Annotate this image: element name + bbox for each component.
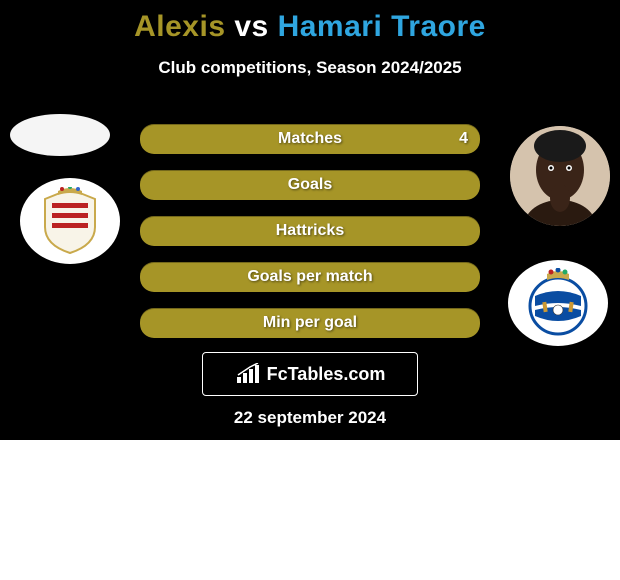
vs-text: vs: [234, 10, 268, 43]
stat-right-value: 4: [459, 130, 468, 148]
whitespace-below: [0, 440, 620, 580]
stat-row-matches: Matches 4: [140, 124, 480, 154]
club-right-crest: [508, 260, 608, 346]
stats-list: Matches 4 Goals Hattricks Goals per matc…: [140, 124, 480, 354]
stat-row-hattricks: Hattricks: [140, 216, 480, 246]
date-line: 22 september 2024: [0, 408, 620, 428]
page-title: Alexis vs Hamari Traore: [0, 0, 620, 44]
player-right-avatar: [510, 126, 610, 226]
subtitle: Club competitions, Season 2024/2025: [0, 58, 620, 78]
player-left-avatar: [10, 114, 110, 156]
stat-row-mpg: Min per goal: [140, 308, 480, 338]
player2-name: Hamari Traore: [278, 10, 486, 43]
comparison-card: Alexis vs Hamari Traore Club competition…: [0, 0, 620, 440]
club-left-crest: [20, 178, 120, 264]
stat-label: Goals: [288, 176, 332, 194]
stat-label: Hattricks: [276, 222, 344, 240]
player1-name: Alexis: [134, 10, 225, 43]
stat-row-goals: Goals: [140, 170, 480, 200]
stat-label: Goals per match: [247, 268, 372, 286]
brand-box[interactable]: FcTables.com: [202, 352, 418, 396]
stat-label: Min per goal: [263, 314, 357, 332]
brand-text: FcTables.com: [267, 364, 386, 385]
stat-row-gpm: Goals per match: [140, 262, 480, 292]
stat-label: Matches: [278, 130, 342, 148]
bar-chart-icon: [235, 363, 263, 385]
